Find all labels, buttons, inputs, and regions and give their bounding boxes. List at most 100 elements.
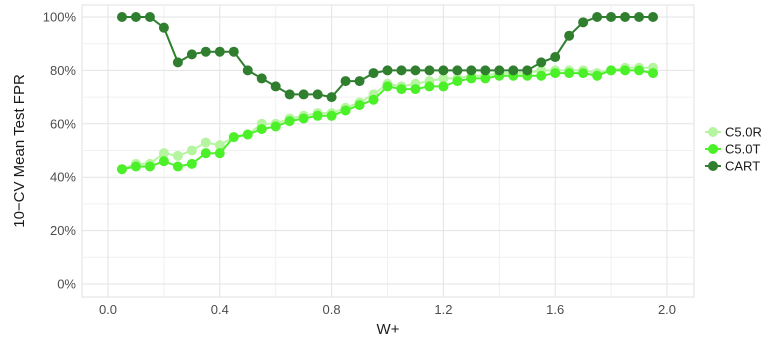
data-point-c5-0t bbox=[340, 105, 351, 116]
data-point-c5-0r bbox=[200, 137, 211, 148]
data-point-cart bbox=[158, 22, 169, 33]
y-tick-label: 40% bbox=[50, 170, 76, 185]
data-point-c5-0t bbox=[200, 148, 211, 159]
data-point-cart bbox=[270, 81, 281, 92]
data-point-c5-0t bbox=[648, 68, 659, 79]
x-tick-label: 2.0 bbox=[658, 302, 676, 317]
data-point-c5-0t bbox=[326, 110, 337, 121]
data-point-c5-0t bbox=[312, 110, 323, 121]
data-point-cart bbox=[620, 12, 631, 22]
data-point-c5-0t bbox=[186, 158, 197, 169]
data-point-cart bbox=[634, 12, 645, 22]
data-point-c5-0t bbox=[396, 84, 407, 95]
data-point-cart bbox=[592, 12, 603, 22]
data-point-cart bbox=[494, 65, 505, 76]
data-point-c5-0t bbox=[284, 116, 295, 127]
data-point-cart bbox=[312, 89, 323, 100]
y-axis-title: 10−CV Mean Test FPR bbox=[11, 74, 28, 228]
data-point-c5-0t bbox=[592, 70, 603, 81]
data-point-cart bbox=[438, 65, 449, 76]
data-point-c5-0t bbox=[368, 94, 379, 105]
legend-key-marker bbox=[708, 127, 718, 137]
legend-key-marker bbox=[708, 144, 718, 154]
data-point-cart bbox=[242, 65, 253, 76]
data-point-cart bbox=[466, 65, 477, 76]
data-point-c5-0t bbox=[228, 132, 239, 143]
x-axis-title: W+ bbox=[377, 321, 400, 338]
legend-label: CART bbox=[725, 159, 760, 174]
data-point-c5-0t bbox=[620, 65, 631, 76]
data-point-c5-0t bbox=[382, 81, 393, 92]
legend-label: C5.0R bbox=[725, 125, 762, 140]
data-point-c5-0t bbox=[438, 81, 449, 92]
data-point-cart bbox=[480, 65, 491, 76]
data-point-cart bbox=[116, 12, 127, 22]
data-point-c5-0r bbox=[438, 73, 449, 84]
data-point-c5-0t bbox=[242, 129, 253, 140]
data-point-cart bbox=[144, 12, 155, 22]
data-point-c5-0t bbox=[634, 65, 645, 76]
data-point-c5-0t bbox=[578, 68, 589, 79]
x-tick-label: 0.0 bbox=[99, 302, 117, 317]
data-point-cart bbox=[564, 30, 575, 41]
data-point-cart bbox=[172, 57, 183, 68]
data-point-c5-0t bbox=[172, 161, 183, 172]
y-tick-label: 60% bbox=[50, 116, 76, 131]
x-tick-label: 1.6 bbox=[546, 302, 564, 317]
data-point-cart bbox=[452, 65, 463, 76]
data-point-cart bbox=[410, 65, 421, 76]
data-point-c5-0r bbox=[214, 140, 225, 151]
data-point-c5-0t bbox=[256, 124, 267, 135]
data-point-cart bbox=[424, 65, 435, 76]
data-point-c5-0t bbox=[410, 84, 421, 95]
data-point-cart bbox=[396, 65, 407, 76]
data-point-cart bbox=[508, 65, 519, 76]
data-point-c5-0t bbox=[214, 148, 225, 159]
data-point-c5-0t bbox=[606, 65, 617, 76]
data-point-cart bbox=[326, 92, 337, 103]
data-point-c5-0t bbox=[116, 164, 127, 175]
data-point-cart bbox=[354, 76, 365, 87]
data-point-c5-0t bbox=[144, 161, 155, 172]
data-point-cart bbox=[340, 76, 351, 87]
data-point-c5-0t bbox=[130, 161, 141, 172]
data-point-cart bbox=[522, 65, 533, 76]
data-point-cart bbox=[382, 65, 393, 76]
data-point-c5-0t bbox=[424, 81, 435, 92]
data-point-cart bbox=[298, 89, 309, 100]
legend-key-marker bbox=[708, 161, 718, 171]
data-point-c5-0t bbox=[270, 121, 281, 132]
grid-lines bbox=[82, 5, 694, 297]
data-point-c5-0r bbox=[186, 145, 197, 156]
legend: C5.0R C5.0T CART bbox=[705, 125, 762, 174]
x-axis-ticks: 0.0 0.4 0.8 1.2 1.6 2.0 bbox=[99, 302, 676, 317]
legend-label: C5.0T bbox=[725, 142, 760, 157]
data-point-c5-0t bbox=[298, 113, 309, 124]
series-layer bbox=[116, 12, 659, 175]
y-tick-label: 0% bbox=[57, 277, 76, 292]
data-point-c5-0r bbox=[172, 150, 183, 161]
data-point-cart bbox=[606, 12, 617, 22]
data-point-c5-0t bbox=[536, 70, 547, 81]
legend-item-c5-0r: C5.0R bbox=[705, 125, 762, 140]
data-point-cart bbox=[578, 17, 589, 28]
y-axis-ticks: 0% 20% 40% 60% 80% 100% bbox=[43, 10, 77, 292]
data-point-cart bbox=[368, 68, 379, 79]
data-point-cart bbox=[550, 52, 561, 63]
series-cart bbox=[116, 12, 659, 103]
y-tick-label: 80% bbox=[50, 63, 76, 78]
data-point-cart bbox=[186, 49, 197, 60]
data-point-c5-0t bbox=[452, 76, 463, 87]
data-point-c5-0t bbox=[564, 68, 575, 79]
data-point-c5-0r bbox=[158, 148, 169, 159]
data-point-c5-0t bbox=[466, 73, 477, 84]
x-tick-label: 1.2 bbox=[434, 302, 452, 317]
y-tick-label: 100% bbox=[43, 10, 77, 25]
data-point-cart bbox=[214, 46, 225, 57]
data-point-cart bbox=[536, 57, 547, 68]
data-point-c5-0t bbox=[158, 156, 169, 167]
data-point-c5-0t bbox=[354, 100, 365, 111]
data-point-cart bbox=[284, 89, 295, 100]
legend-item-cart: CART bbox=[705, 159, 760, 174]
